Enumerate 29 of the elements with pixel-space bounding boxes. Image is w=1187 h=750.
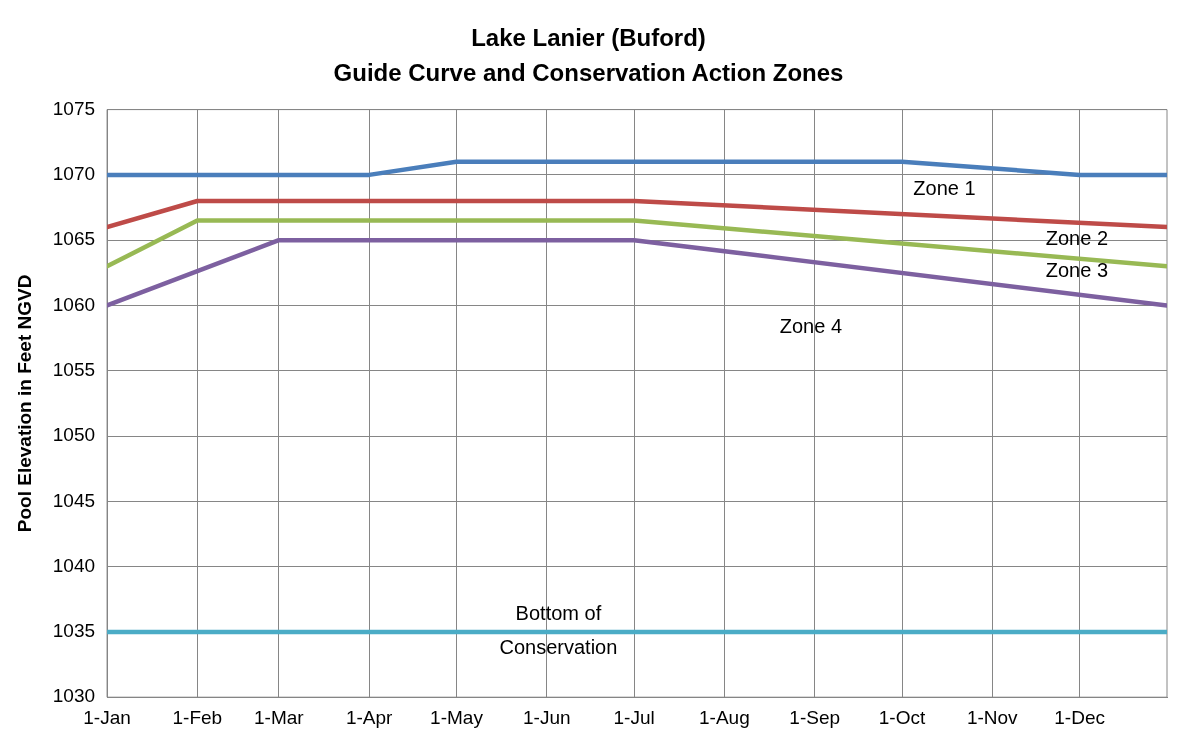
x-tick-label: 1-Jul (613, 706, 655, 728)
y-tick-label: 1075 (52, 97, 96, 119)
x-tick-label: 1-Aug (699, 706, 750, 728)
y-tick-label: 1045 (52, 489, 96, 511)
x-tick-label: 1-Oct (878, 706, 926, 728)
x-tick-label: 1-Apr (345, 706, 394, 728)
chart-title: Lake Lanier (Buford) Guide Curve and Conservation Action Zones (333, 24, 844, 86)
annotation: Zone 1 (913, 177, 976, 200)
y-tick-label: 1065 (52, 228, 96, 250)
y-tick-label: 1050 (52, 424, 96, 446)
x-tick-label: 1-May (430, 706, 484, 728)
annotation: Zone 3 (1045, 259, 1109, 282)
x-tick-label: 1-Nov (966, 706, 1019, 728)
y-tick-label: 1070 (52, 163, 96, 185)
y-tick-label: 1040 (52, 554, 96, 576)
y-tick-label: 1030 (52, 685, 96, 707)
y-axis-title: Pool Elevation in Feet NGVD (13, 274, 35, 533)
y-tick-label: 1035 (52, 620, 96, 642)
annotation: Bottom of Conservation (499, 602, 618, 659)
x-tick-label: 1-Jan (83, 706, 131, 728)
x-tick-label: 1-Jun (523, 706, 571, 728)
x-tick-label: 1-Mar (254, 706, 305, 728)
y-tick-label: 1055 (52, 358, 96, 380)
y-tick-label: 1060 (52, 293, 96, 315)
x-tick-label: 1-Sep (789, 706, 841, 728)
annotation: Zone 2 (1045, 226, 1109, 249)
annotation: Zone 4 (779, 314, 842, 337)
x-tick-label: 1-Dec (1054, 706, 1105, 728)
x-tick-label: 1-Feb (172, 706, 223, 728)
